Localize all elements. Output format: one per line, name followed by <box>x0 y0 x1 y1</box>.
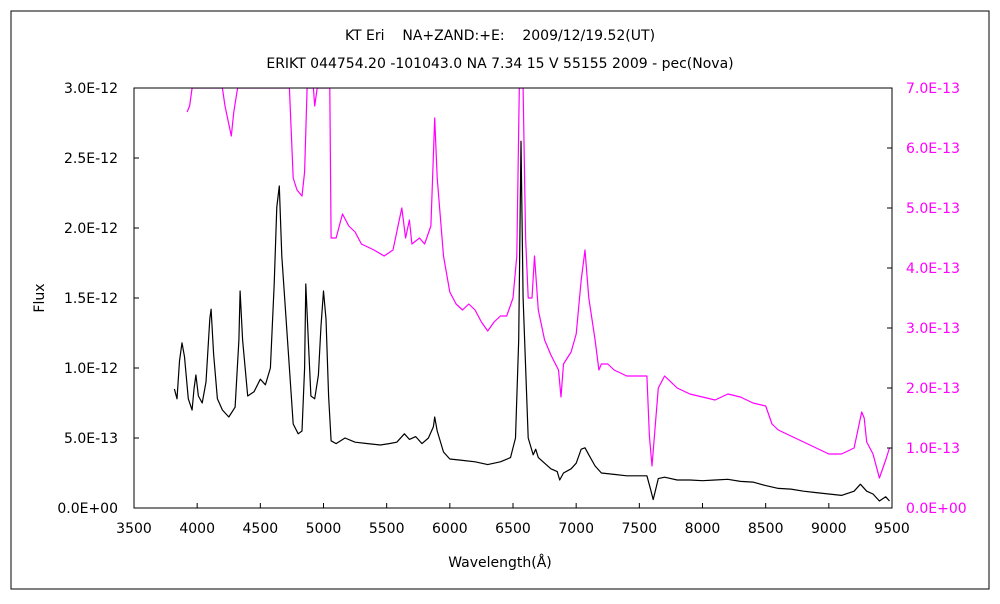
x-tick-label: 7500 <box>622 521 658 537</box>
x-tick-label: 9500 <box>874 521 910 537</box>
chart-title: KT Eri NA+ZAND:+E: 2009/12/19.52(UT) <box>345 28 655 44</box>
x-tick-label: 3500 <box>116 521 152 537</box>
x-tick-label: 5500 <box>369 521 405 537</box>
series-line-left-axis <box>173 140 890 502</box>
y-tick-label: 5.0E-13 <box>64 431 118 447</box>
y2-tick-label: 3.0E-13 <box>906 321 960 337</box>
x-tick-label: 6500 <box>495 521 531 537</box>
x-tick-label: 8500 <box>748 521 784 537</box>
y2-tick-label: 0.0E+00 <box>906 501 967 517</box>
x-tick-label: 4500 <box>243 521 279 537</box>
axes: 3500 4000 4500 5000 5500 6000 6500 7000 7500 8000… <box>57 81 966 537</box>
x-tick-label: 8000 <box>685 521 721 537</box>
x-tick-label: 6000 <box>432 521 468 537</box>
x-tick-label: 7000 <box>558 521 594 537</box>
series-line-right-axis <box>186 88 891 479</box>
y2-tick-label: 1.0E-13 <box>906 441 960 457</box>
y-tick-label: 1.5E-12 <box>64 291 118 307</box>
y-tick-label: 2.5E-12 <box>64 151 118 167</box>
chart-border <box>10 10 990 590</box>
y2-tick-label: 6.0E-13 <box>906 141 960 157</box>
y-tick-label: 3.0E-12 <box>64 81 118 97</box>
chart-subtitle: ERIKT 044754.20 -101043.0 NA 7.34 15 V 5… <box>266 56 733 72</box>
y2-tick-label: 4.0E-13 <box>906 261 960 277</box>
x-axis-label: Wavelength(Å) <box>448 554 552 571</box>
y-tick-label: 0.0E+00 <box>57 501 118 517</box>
y2-tick-label: 2.0E-13 <box>906 381 960 397</box>
x-tick-label: 4000 <box>179 521 215 537</box>
y2-tick-label: 7.0E-13 <box>906 81 960 97</box>
y2-tick-label: 5.0E-13 <box>906 201 960 217</box>
x-tick-label: 9000 <box>811 521 847 537</box>
x-tick-label: 5000 <box>306 521 342 537</box>
y-tick-label: 1.0E-12 <box>64 361 118 377</box>
y-axis-label: Flux <box>32 283 48 312</box>
y-tick-label: 2.0E-12 <box>64 221 118 237</box>
plot-area <box>173 88 891 502</box>
